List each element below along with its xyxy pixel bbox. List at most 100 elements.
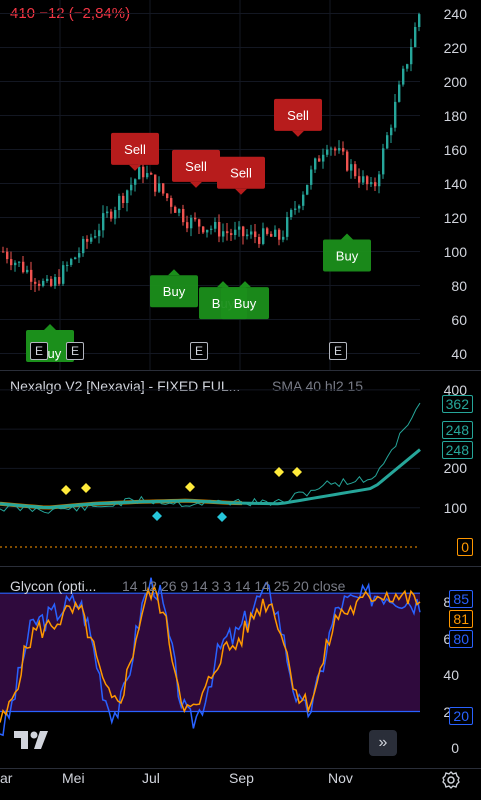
candle-body — [158, 183, 161, 192]
candle-body — [162, 183, 165, 194]
price-tick-label: 200 — [443, 73, 467, 90]
scroll-to-realtime-button[interactable]: » — [369, 730, 397, 756]
yellow-diamond-marker — [185, 482, 195, 492]
buy-signal-box — [323, 239, 371, 272]
candle-body — [150, 173, 153, 175]
sell-signal: Sell — [172, 149, 220, 188]
candle-body — [118, 195, 121, 211]
candle-body — [306, 184, 309, 195]
glycon-oscillator-chart[interactable] — [0, 567, 481, 767]
settings-gear-icon[interactable] — [441, 770, 461, 790]
indicator2-params: 14 12 26 9 14 3 3 14 14 25 20 close — [122, 578, 346, 594]
candle-body — [126, 190, 129, 203]
candle-body — [90, 237, 93, 242]
candle-body — [130, 184, 133, 191]
candle-body — [342, 148, 345, 152]
candle-body — [2, 251, 5, 253]
candle-body — [170, 198, 173, 207]
buy-signal: Buy — [323, 233, 371, 272]
buy-signal-box — [221, 287, 269, 320]
candle-body — [286, 216, 289, 237]
x-label-mei: Mei — [62, 770, 85, 786]
badge-248-b: 248 — [441, 441, 473, 459]
candle-body — [206, 229, 209, 233]
candle-body — [114, 210, 117, 219]
candle-body — [218, 221, 221, 237]
pane-divider[interactable] — [0, 370, 481, 371]
pane-divider[interactable] — [0, 566, 481, 567]
sell-signal-pointer — [292, 130, 304, 137]
sell-signal-box — [274, 98, 322, 131]
candle-body — [94, 236, 97, 238]
candle-body — [6, 251, 9, 260]
earnings-marker[interactable]: E — [30, 342, 48, 360]
badge-362: 362 — [441, 395, 473, 413]
earnings-marker[interactable]: E — [66, 342, 84, 360]
candle-body — [226, 231, 229, 234]
earnings-marker[interactable]: E — [329, 342, 347, 360]
candle-body — [134, 179, 137, 185]
candle-body — [178, 208, 181, 213]
x-label-jul: Jul — [142, 770, 160, 786]
candle-body — [242, 226, 245, 237]
yellow-diamond-marker — [292, 467, 302, 477]
candle-body — [230, 233, 233, 236]
candle-body — [98, 230, 101, 237]
price-tick-label: 40 — [451, 345, 467, 362]
candle-body — [210, 228, 213, 230]
price-tick-label: 160 — [443, 141, 467, 158]
candle-body — [190, 217, 193, 229]
candle-body — [390, 127, 393, 136]
candle-body — [42, 280, 45, 286]
candle-body — [62, 265, 65, 284]
candle-body — [246, 234, 249, 237]
candle-body — [262, 228, 265, 244]
badge-85: 85 — [449, 590, 473, 608]
indicator2-tick-label: 40 — [443, 667, 459, 684]
buy-signal-pointer — [217, 281, 229, 288]
yellow-diamond-marker — [61, 485, 71, 495]
oscillator-blue-line — [0, 577, 421, 737]
price-tick-label: 220 — [443, 39, 467, 56]
candle-body — [294, 208, 297, 210]
buy-signal-label: Buy — [234, 296, 257, 311]
sell-signal-label: Sell — [230, 166, 252, 181]
candle-body — [182, 208, 185, 223]
price-chart[interactable]: SellSellSellSellBuyBuyBuyBuyBuy — [0, 0, 481, 370]
earnings-marker[interactable]: E — [190, 342, 208, 360]
candle-body — [382, 148, 385, 175]
sell-signal: Sell — [111, 132, 159, 171]
sell-signal-pointer — [190, 181, 202, 188]
sell-signal-label: Sell — [185, 159, 207, 174]
candle-body — [142, 166, 145, 178]
x-label-nov: Nov — [328, 770, 353, 786]
candle-body — [234, 229, 237, 236]
candle-body — [38, 283, 41, 286]
sell-signal-label: Sell — [124, 142, 146, 157]
tradingview-logo[interactable] — [14, 731, 50, 749]
candle-body — [406, 64, 409, 69]
candle-body — [82, 238, 85, 254]
candle-body — [274, 229, 277, 237]
indicator2-title[interactable]: Glycon (opti... — [10, 578, 97, 594]
price-tick-label: 240 — [443, 5, 467, 22]
yellow-diamond-marker — [81, 483, 91, 493]
candle-body — [310, 169, 313, 185]
candle-body — [106, 211, 109, 214]
candle-body — [362, 176, 365, 183]
candle-body — [54, 277, 57, 286]
candle-body — [398, 84, 401, 102]
price-tick-label: 120 — [443, 209, 467, 226]
sell-signal-label: Sell — [287, 108, 309, 123]
candle-body — [186, 222, 189, 229]
candle-body — [202, 226, 205, 233]
candle-body — [250, 231, 253, 235]
badge-81: 81 — [449, 610, 473, 628]
candle-body — [74, 257, 77, 260]
nexalgo-indicator-chart[interactable] — [0, 372, 481, 567]
candle-body — [350, 164, 353, 171]
candle-body — [10, 259, 13, 266]
candle-body — [138, 166, 141, 180]
candle-body — [330, 148, 333, 150]
indicator1-tick-label: 200 — [443, 460, 467, 477]
